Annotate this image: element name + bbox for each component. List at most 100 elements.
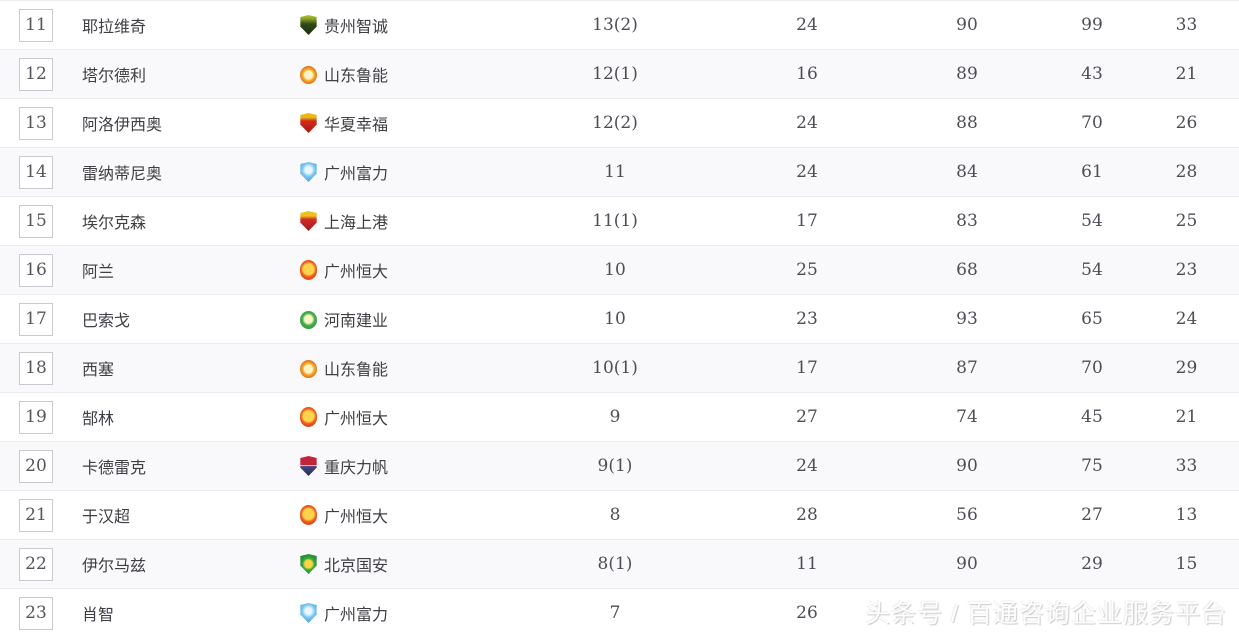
stat-cell: 88 [956, 113, 978, 133]
team-badge-icon [300, 505, 317, 525]
stat-cell: 27 [1081, 505, 1103, 525]
stat-cell: 13 [1175, 505, 1198, 525]
player-name: 于汉超 [82, 509, 131, 526]
stat-cell: 24 [796, 113, 818, 133]
stat-cell: 24 [796, 15, 818, 35]
team-badge-icon [300, 113, 317, 133]
stat-cell: 75 [1081, 456, 1103, 476]
team-name: 广州恒大 [324, 264, 389, 281]
goals-cell: 10 [604, 260, 626, 280]
table-row: 20 卡德雷克 重庆力帆 9(1) 24 90 75 33 [0, 442, 1239, 491]
player-name: 巴索戈 [82, 313, 131, 330]
stat-cell: 23 [1175, 260, 1198, 280]
stat-cell: 29 [1175, 358, 1198, 378]
stat-cell: 33 [1175, 456, 1198, 476]
stat-cell: 70 [1081, 358, 1103, 378]
team-cell: 北京国安 [300, 552, 500, 576]
stat-cell: 17 [796, 211, 818, 231]
rank-cell: 12 [0, 57, 70, 91]
stat-cell: 83 [956, 211, 978, 231]
rank-badge: 21 [19, 498, 53, 532]
goals-cell: 12(1) [592, 64, 638, 84]
team-cell: 广州富力 [300, 601, 500, 625]
team-badge-icon [300, 359, 317, 378]
goals-cell: 8(1) [597, 554, 633, 574]
stat-cell: 99 [1081, 15, 1103, 35]
table-row: 16 阿兰 广州恒大 10 25 68 54 23 [0, 246, 1239, 295]
team-badge-icon [300, 407, 317, 427]
goals-cell: 13(2) [592, 15, 638, 35]
team-badge-icon [300, 554, 317, 574]
team-badge-icon [300, 162, 317, 182]
team-name: 广州富力 [324, 166, 389, 183]
stat-cell: 24 [1175, 309, 1198, 329]
team-cell: 华夏幸福 [300, 111, 500, 135]
rank-badge: 22 [19, 547, 53, 581]
stat-cell: 90 [956, 456, 978, 476]
table-row: 14 雷纳蒂尼奥 广州富力 11 24 84 61 28 [0, 148, 1239, 197]
player-name: 雷纳蒂尼奥 [82, 166, 163, 183]
stat-cell: 25 [796, 260, 818, 280]
rank-badge: 18 [19, 351, 53, 385]
team-badge-icon [300, 603, 317, 623]
rank-cell: 16 [0, 253, 70, 287]
rank-cell: 14 [0, 155, 70, 189]
team-name: 广州富力 [324, 607, 389, 624]
team-badge-icon [300, 15, 317, 35]
stat-cell: 25 [1175, 211, 1198, 231]
table-row: 13 阿洛伊西奥 华夏幸福 12(2) 24 88 70 26 [0, 99, 1239, 148]
rank-cell: 18 [0, 351, 70, 385]
stat-cell: 28 [796, 505, 818, 525]
table-row: 18 西塞 山东鲁能 10(1) 17 87 70 29 [0, 344, 1239, 393]
player-name: 阿兰 [82, 264, 115, 281]
goals-cell: 9 [609, 407, 621, 427]
rank-cell: 21 [0, 498, 70, 532]
team-cell: 广州恒大 [300, 405, 500, 429]
player-name: 阿洛伊西奥 [82, 117, 163, 134]
stat-cell: 21 [1175, 64, 1198, 84]
team-badge-icon [300, 456, 317, 476]
team-cell: 广州富力 [300, 160, 500, 184]
stat-cell: 90 [956, 554, 978, 574]
table-row: 15 埃尔克森 上海上港 11(1) 17 83 54 25 [0, 197, 1239, 246]
team-name: 北京国安 [324, 558, 389, 575]
stat-cell: 45 [1081, 407, 1103, 427]
stat-cell: 33 [1175, 15, 1198, 35]
team-cell: 重庆力帆 [300, 454, 500, 478]
stat-cell: 90 [956, 15, 978, 35]
stat-cell: 70 [1081, 113, 1103, 133]
table-row: 17 巴索戈 河南建业 10 23 93 65 24 [0, 295, 1239, 344]
stat-cell: 27 [796, 407, 818, 427]
team-cell: 山东鲁能 [300, 62, 500, 86]
team-cell: 广州恒大 [300, 258, 500, 282]
team-name: 广州恒大 [324, 509, 389, 526]
rank-cell: 19 [0, 400, 70, 434]
stat-cell: 56 [956, 505, 978, 525]
player-name: 伊尔马兹 [82, 558, 147, 575]
team-name: 山东鲁能 [324, 362, 389, 379]
stat-cell: 89 [956, 64, 978, 84]
player-name: 郜林 [82, 411, 115, 428]
stat-cell: 16 [796, 64, 818, 84]
rank-cell: 15 [0, 204, 70, 238]
rank-cell: 13 [0, 106, 70, 140]
table-row: 23 肖智 广州富力 7 26 [0, 589, 1239, 636]
rank-badge: 14 [19, 155, 53, 189]
goals-cell: 7 [609, 603, 621, 623]
team-badge-icon [300, 65, 317, 84]
stat-cell: 54 [1081, 260, 1103, 280]
stat-cell: 15 [1175, 554, 1198, 574]
rank-cell: 23 [0, 596, 70, 630]
rank-cell: 20 [0, 449, 70, 483]
team-cell: 河南建业 [300, 307, 500, 331]
team-cell: 贵州智诚 [300, 13, 500, 37]
stat-cell: 24 [796, 456, 818, 476]
rank-badge: 13 [19, 106, 53, 140]
table-row: 19 郜林 广州恒大 9 27 74 45 21 [0, 393, 1239, 442]
goals-cell: 9(1) [597, 456, 633, 476]
rank-badge: 19 [19, 400, 53, 434]
player-name: 西塞 [82, 362, 115, 379]
stat-cell: 43 [1081, 64, 1103, 84]
goals-cell: 10(1) [592, 358, 638, 378]
